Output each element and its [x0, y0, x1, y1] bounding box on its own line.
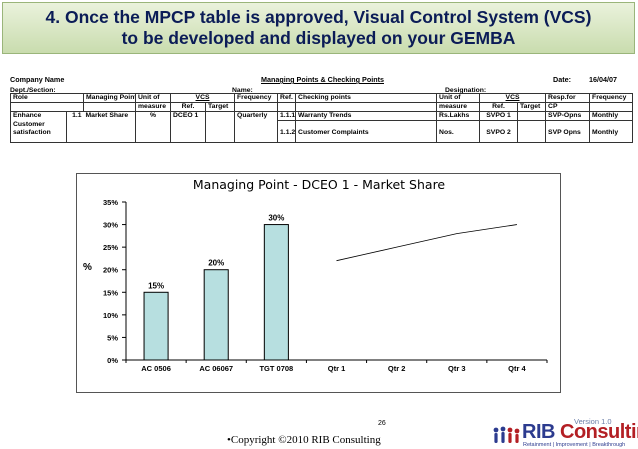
- y-axis-label: %: [83, 262, 92, 273]
- table-header-row-1: Role Managing Point Unit of VCS Frequenc…: [9, 93, 634, 103]
- cell-unit-2: Rs.Lakhs: [436, 111, 481, 121]
- x-tick-label: Qtr 2: [388, 364, 406, 373]
- col-ref: Ref.: [277, 93, 297, 103]
- logo-consulting-text: Consulting: [560, 421, 638, 443]
- col-measure: measure: [135, 102, 172, 112]
- cell-managing-point: Market Share: [83, 111, 137, 121]
- company-name-label: Company Name: [10, 75, 65, 84]
- date-value: 16/04/07: [589, 75, 617, 84]
- y-tick-label: 30%: [103, 221, 118, 230]
- col-unit-of: Unit of: [135, 93, 172, 103]
- chart-canvas: Managing Point - DCEO 1 - Market Share% 0…: [83, 177, 548, 373]
- cell-vcs-ref: DCEO 1: [170, 111, 207, 121]
- market-share-chart: Managing Point - DCEO 1 - Market Share% 0…: [76, 173, 561, 393]
- x-tick-label: Qtr 4: [508, 364, 526, 373]
- chart-bar: [143, 291, 169, 361]
- slide-title-line-1: 4. Once the MPCP table is approved, Visu…: [45, 7, 592, 27]
- x-tick-label: TGT 0708: [259, 364, 293, 373]
- col-cp: CP: [545, 102, 591, 112]
- cell-role: Customer: [10, 120, 67, 129]
- logo-rib-text: RIB: [522, 421, 555, 443]
- col-resp-for: Resp.for: [545, 93, 591, 103]
- col-vcs-ref-2: Ref.: [479, 102, 519, 112]
- table-row: Enhance 1.1 Market Share % DCEO 1 Quarte…: [10, 111, 634, 121]
- col-vcs-ref: Ref.: [170, 102, 207, 112]
- cell-role: satisfaction: [10, 128, 67, 143]
- y-tick-label: 5%: [107, 333, 118, 342]
- slide-title-line-2: to be developed and displayed on your GE…: [121, 28, 516, 48]
- cell-unit-2: Nos.: [436, 128, 481, 143]
- cell-vcs-ref-2: SVPO 1: [479, 111, 519, 121]
- table-row: satisfaction 1.1.2 Customer Complaints N…: [10, 128, 634, 143]
- people-logo-icon: [493, 426, 520, 443]
- rib-consulting-logo: RIB Consulting Retainment | Improvement …: [490, 421, 638, 449]
- chart-title: Managing Point - DCEO 1 - Market Share: [193, 177, 446, 192]
- y-tick-label: 20%: [103, 266, 118, 275]
- y-tick-label: 10%: [103, 311, 118, 320]
- chart-bar: [203, 269, 229, 361]
- col-vcs-target-2: Target: [517, 102, 547, 112]
- bar-data-label: 15%: [148, 281, 164, 290]
- version-label: Version 1.0: [574, 417, 612, 426]
- cell-unit: %: [135, 111, 172, 121]
- mpcp-table: Role Managing Point Unit of VCS Frequenc…: [9, 93, 634, 143]
- col-role: Role: [9, 93, 85, 103]
- y-tick-label: 0%: [107, 356, 118, 365]
- logo-tagline: Retainment | Improvement | Breakthrough: [523, 442, 626, 448]
- dept-section-label: Dept./Section:: [10, 87, 56, 94]
- col-vcs-2: VCS: [479, 93, 547, 103]
- bar-data-label: 20%: [208, 259, 224, 268]
- date-label: Date:: [553, 75, 571, 84]
- cell-ref: 1.1.1: [277, 111, 297, 121]
- table-row: Customer: [10, 120, 634, 129]
- table-header-row-2: measure Ref. Target measure Ref. Target …: [9, 102, 634, 112]
- cell-ref: 1.1.2: [277, 128, 297, 143]
- col-vcs-target: Target: [205, 102, 236, 112]
- title-banner: 4. Once the MPCP table is approved, Visu…: [2, 2, 635, 54]
- cell-resp: SVP Opns: [545, 128, 591, 143]
- cell-mp-no: 1.1: [65, 111, 84, 121]
- col-unit-of-2: Unit of: [436, 93, 481, 103]
- col-vcs: VCS: [170, 93, 236, 103]
- cell-checking-point: Customer Complaints: [295, 128, 438, 143]
- cell-frequency-2: Monthly: [589, 128, 634, 143]
- x-tick-label: Qtr 3: [448, 364, 466, 373]
- y-tick-label: 25%: [103, 243, 118, 252]
- x-tick-label: AC 06067: [199, 364, 233, 373]
- y-tick-label: 15%: [103, 288, 118, 297]
- col-checking-points: Checking points: [295, 93, 438, 103]
- x-tick-label: AC 0506: [141, 364, 171, 373]
- cell-frequency: Quarterly: [234, 111, 279, 121]
- col-managing-point: Managing Point: [83, 93, 137, 103]
- cell-checking-point: Warranty Trends: [295, 111, 438, 121]
- name-label: Name:: [232, 87, 253, 94]
- cell-vcs-ref-2: SVPO 2: [479, 128, 519, 143]
- copyright-notice: •Copyright ©2010 RIB Consulting: [227, 434, 381, 446]
- cell-frequency-2: Monthly: [589, 111, 634, 121]
- page-number: 26: [378, 420, 386, 427]
- trend-line-series: [336, 224, 517, 262]
- col-frequency-2: Frequency: [589, 93, 634, 103]
- col-frequency: Frequency: [234, 93, 279, 103]
- logo-wordmark: RIB Consulting: [522, 421, 638, 444]
- x-tick-label: Qtr 1: [328, 364, 346, 373]
- y-tick-label: 35%: [103, 198, 118, 207]
- cell-resp: SVP-Opns: [545, 111, 591, 121]
- designation-label: Designation:: [445, 87, 487, 94]
- bar-data-label: 30%: [268, 214, 284, 223]
- cell-role: Enhance: [10, 111, 67, 121]
- col-measure-2: measure: [436, 102, 481, 112]
- chart-bar: [263, 224, 289, 361]
- document-title: Managing Points & Checking Points: [261, 75, 384, 84]
